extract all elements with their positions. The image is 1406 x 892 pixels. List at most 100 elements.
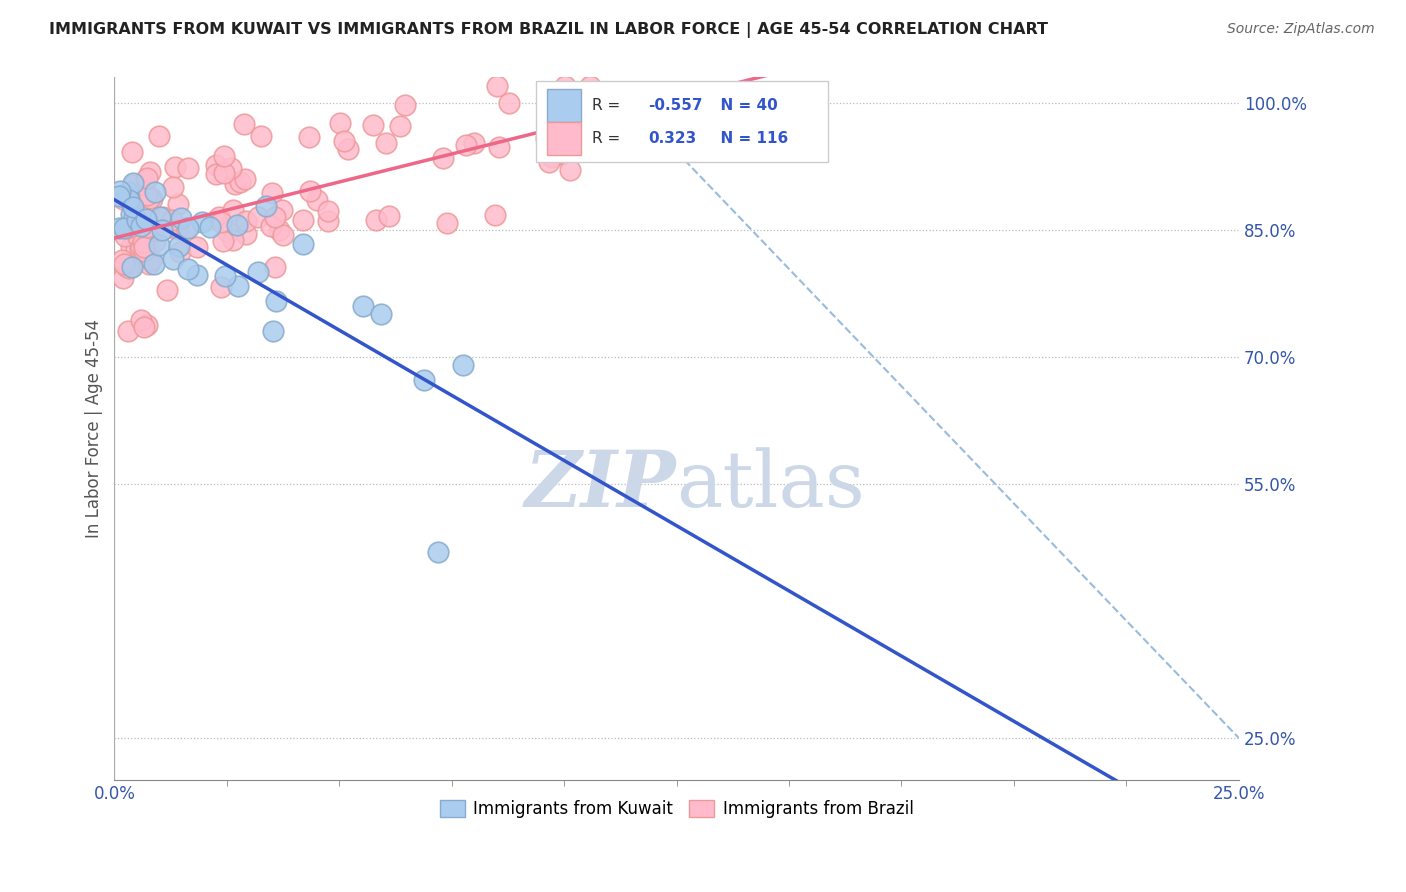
Point (138, 205, 160, 219)
Point (112, 221, 135, 235)
Point (167, 221, 190, 235)
Point (112, 256, 135, 270)
Point (156, 283, 179, 297)
Point (122, 210, 145, 224)
Point (205, 158, 228, 172)
Point (129, 231, 152, 245)
Point (329, 116, 352, 130)
Point (139, 191, 162, 205)
Point (127, 197, 149, 211)
Point (337, 142, 360, 156)
Point (129, 219, 152, 233)
Point (162, 180, 184, 194)
Point (135, 212, 157, 227)
Point (186, 268, 208, 283)
Point (572, 103, 595, 117)
Point (177, 220, 200, 235)
Point (207, 211, 229, 225)
Point (120, 239, 142, 253)
Point (174, 220, 197, 235)
Point (149, 210, 172, 224)
Point (427, 544, 450, 558)
Point (142, 224, 165, 238)
Point (456, 138, 478, 153)
Text: R =: R = (592, 131, 626, 146)
Point (212, 166, 235, 180)
Point (135, 188, 157, 202)
Text: atlas: atlas (676, 447, 865, 523)
Point (136, 235, 159, 250)
Point (190, 215, 212, 229)
Point (108, 221, 131, 235)
Point (291, 237, 314, 252)
Point (235, 227, 257, 241)
Point (498, 95, 520, 110)
Bar (547, 121, 581, 155)
Point (135, 172, 157, 186)
Point (214, 268, 236, 283)
Point (569, 123, 592, 137)
Point (118, 193, 141, 207)
Point (143, 185, 166, 199)
Point (108, 184, 131, 198)
Point (162, 252, 184, 266)
Point (118, 191, 141, 205)
Point (488, 140, 510, 154)
Point (111, 253, 134, 268)
Point (316, 204, 339, 219)
Point (263, 260, 285, 274)
Point (131, 240, 153, 254)
Point (132, 239, 155, 253)
Point (139, 253, 162, 268)
Point (550, 147, 572, 161)
Point (122, 178, 145, 192)
Text: -0.557: -0.557 (648, 98, 703, 113)
Point (209, 280, 232, 294)
Y-axis label: In Labor Force | Age 45-54: In Labor Force | Age 45-54 (86, 319, 103, 539)
Point (135, 318, 157, 332)
Point (136, 171, 159, 186)
Point (217, 225, 239, 239)
Point (578, 78, 600, 93)
Point (167, 239, 190, 253)
Text: 0.323: 0.323 (648, 131, 697, 146)
Point (235, 213, 257, 227)
Point (486, 78, 509, 93)
Point (148, 238, 170, 252)
Point (305, 193, 328, 207)
Point (139, 226, 162, 240)
Point (226, 279, 249, 293)
Point (118, 260, 141, 275)
Point (412, 373, 434, 387)
Point (138, 257, 160, 271)
Point (260, 219, 283, 234)
Point (198, 219, 221, 234)
Point (297, 129, 319, 144)
Point (136, 220, 159, 235)
Point (148, 129, 170, 144)
Point (177, 261, 200, 276)
Point (150, 223, 173, 237)
Point (141, 192, 163, 206)
Point (125, 208, 148, 222)
Point (145, 234, 167, 248)
Point (115, 221, 138, 235)
Point (226, 218, 249, 232)
Point (128, 192, 150, 206)
Point (222, 203, 245, 218)
Point (114, 259, 136, 273)
Text: Source: ZipAtlas.com: Source: ZipAtlas.com (1227, 22, 1375, 37)
Point (139, 165, 162, 179)
Point (332, 134, 354, 148)
Point (209, 215, 232, 229)
Point (142, 257, 165, 271)
Point (375, 136, 398, 150)
Point (186, 240, 208, 254)
Bar (547, 88, 581, 122)
Point (212, 235, 235, 249)
Point (269, 222, 291, 236)
Point (132, 320, 155, 334)
Point (127, 230, 149, 244)
Point (370, 307, 392, 321)
Point (122, 218, 145, 232)
